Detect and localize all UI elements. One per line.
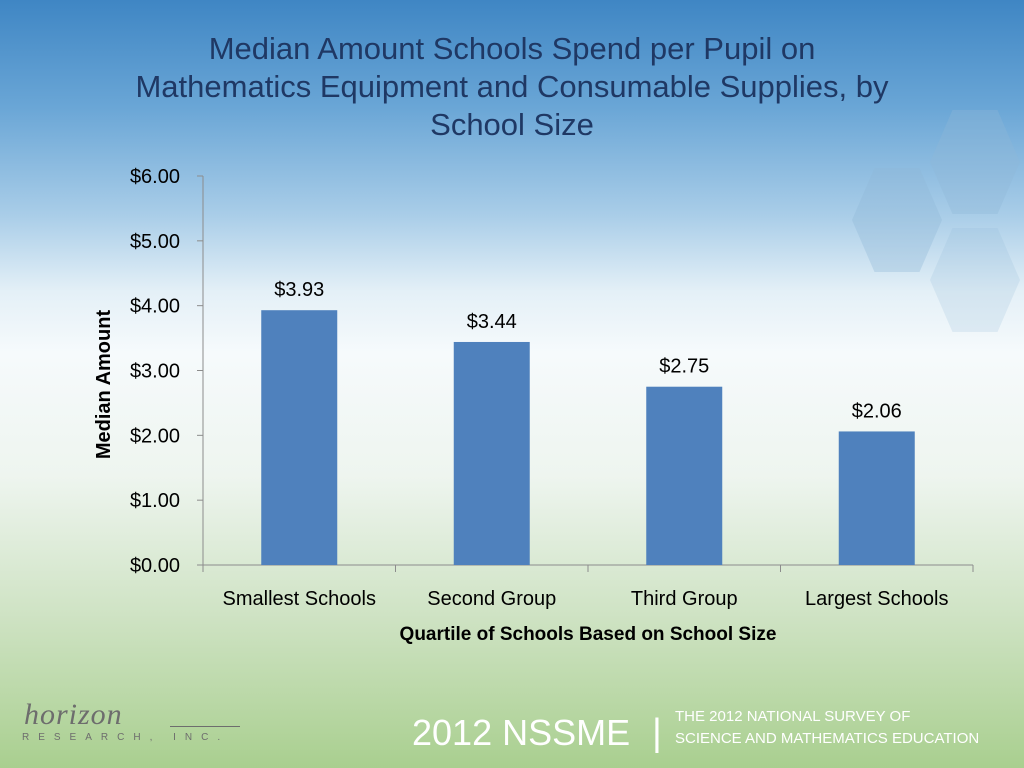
chart-title-line: School Size — [430, 107, 594, 142]
chart-title-line: Mathematics Equipment and Consumable Sup… — [135, 69, 889, 104]
logo-subtitle: RESEARCH, INC. — [22, 732, 230, 743]
nssme-label: 2012 NSSME — [412, 712, 631, 753]
bar — [838, 431, 915, 565]
survey-name-line: SCIENCE AND MATHEMATICS EDUCATION — [675, 730, 980, 747]
bar — [453, 341, 530, 565]
horizon-logo: horizon RESEARCH, INC. — [20, 698, 240, 750]
y-axis-label: Median Amount — [93, 310, 115, 460]
survey-name-line: THE 2012 NATIONAL SURVEY OF — [675, 708, 911, 725]
chart-title-line: Median Amount Schools Spend per Pupil on — [208, 31, 816, 66]
x-tick-label: Second Group — [427, 588, 556, 610]
y-tick-label: $1.00 — [130, 490, 180, 512]
data-label: $2.75 — [659, 356, 709, 378]
nssme-divider: | — [652, 712, 662, 754]
y-tick-label: $4.00 — [130, 296, 180, 318]
y-tick-label: $0.00 — [130, 555, 180, 577]
data-label: $3.44 — [467, 311, 517, 333]
y-tick-label: $2.00 — [130, 425, 180, 447]
data-label: $2.06 — [852, 400, 902, 422]
bar — [646, 386, 723, 565]
bar — [261, 310, 338, 565]
survey-name: THE 2012 NATIONAL SURVEY OF SCIENCE AND … — [675, 706, 979, 750]
y-tick-label: $6.00 — [130, 166, 180, 188]
x-tick-label: Smallest Schools — [223, 588, 376, 610]
logo-wordmark: horizon — [24, 698, 123, 731]
y-tick-label: $5.00 — [130, 231, 180, 253]
y-tick-label: $3.00 — [130, 361, 180, 383]
x-tick-label: Largest Schools — [805, 588, 948, 610]
x-axis-label: Quartile of Schools Based on School Size — [400, 624, 777, 645]
data-label: $3.93 — [274, 279, 324, 301]
logo-rule — [170, 726, 240, 727]
x-tick-label: Third Group — [631, 588, 738, 610]
chart-title: Median Amount Schools Spend per Pupil on… — [40, 30, 984, 144]
